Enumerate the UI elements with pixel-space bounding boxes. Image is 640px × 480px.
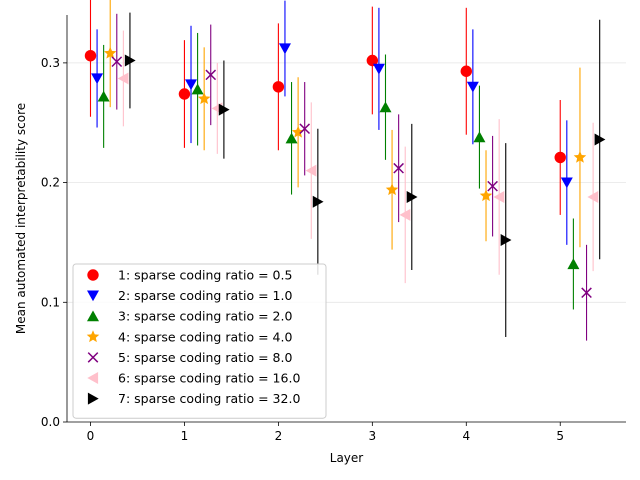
- legend-marker-6: [87, 372, 99, 384]
- point-s6-layer3: [399, 208, 411, 221]
- point-s3-layer1: [191, 83, 204, 95]
- point-s4-layer5: [573, 150, 587, 163]
- point-s6-layer0: [117, 72, 129, 85]
- point-s4-layer1: [197, 92, 211, 105]
- series-3: [97, 32, 580, 310]
- point-s5-layer4: [487, 180, 498, 192]
- legend-box: [72, 263, 327, 419]
- point-s3-layer2: [285, 132, 298, 144]
- series-1: [84, 0, 566, 215]
- series-4: [103, 0, 587, 250]
- legend: 1: sparse coding ratio = 0.5 2: sparse co…: [72, 263, 327, 419]
- series-6: [117, 30, 599, 284]
- point-s2-layer3: [372, 63, 385, 75]
- legend-label-6: 6: sparse coding ratio = 16.0: [118, 371, 300, 386]
- legend-marker-7: [87, 392, 99, 405]
- point-s4-layer3: [385, 183, 399, 196]
- y-tick-label-2: 0.2: [41, 176, 60, 190]
- x-tick-label-5: 5: [556, 429, 564, 443]
- legend-marker-4: [86, 330, 100, 343]
- x-tick-label-0: 0: [87, 429, 95, 443]
- y-axis-label: Mean automated interpretability score: [14, 103, 28, 334]
- point-s1-layer4: [460, 65, 472, 77]
- y-tick-label-0: 0.0: [41, 415, 60, 429]
- point-s3-layer4: [473, 131, 486, 143]
- legend-label-3: 3: sparse coding ratio = 2.0: [118, 309, 292, 324]
- point-s1-layer3: [366, 54, 379, 67]
- x-tick-label-3: 3: [369, 429, 377, 443]
- point-s5-layer5: [581, 287, 592, 299]
- x-tick-label-2: 2: [275, 429, 283, 443]
- point-s5-layer3: [393, 162, 404, 174]
- point-s1-layer0: [84, 50, 97, 62]
- point-s2-layer4: [466, 81, 479, 93]
- point-s4-layer4: [479, 189, 493, 202]
- legend-marker-1: [87, 269, 99, 281]
- point-s5-layer2: [299, 123, 311, 135]
- point-s3-layer3: [379, 101, 392, 113]
- legend-marker-2: [87, 290, 99, 302]
- point-s1-layer1: [178, 88, 191, 100]
- point-s7-layer5: [594, 133, 606, 146]
- point-s2-layer1: [185, 79, 198, 91]
- point-s2-layer0: [91, 73, 104, 85]
- point-s3-layer0: [97, 90, 110, 102]
- point-s7-layer0: [124, 54, 136, 67]
- point-s7-layer4: [500, 234, 512, 247]
- point-s6-layer5: [587, 190, 599, 203]
- point-s6-layer4: [493, 190, 505, 203]
- series-5: [111, 13, 592, 341]
- legend-label-4: 4: sparse coding ratio = 4.0: [118, 329, 292, 344]
- legend-marker-3: [87, 310, 99, 322]
- series-2: [91, 0, 573, 245]
- point-s5-layer1: [205, 69, 217, 81]
- x-tick-label-1: 1: [181, 429, 189, 443]
- axes: 0 1 2 3 4 5 0.0 0.1 0.2 0.3: [41, 15, 626, 443]
- legend-marker-5: [87, 352, 99, 363]
- point-s7-layer3: [406, 190, 418, 203]
- series-layer: [84, 0, 606, 341]
- y-tick-label-3: 0.3: [41, 56, 60, 70]
- x-axis-label: Layer: [330, 451, 364, 465]
- point-s5-layer0: [111, 56, 123, 68]
- point-s2-layer5: [560, 177, 573, 189]
- x-tick-label-4: 4: [462, 429, 470, 443]
- legend-label-1: 1: sparse coding ratio = 0.5: [118, 268, 292, 283]
- series-7: [124, 12, 606, 338]
- point-s6-layer2: [305, 164, 317, 177]
- point-s7-layer2: [312, 195, 324, 208]
- legend-label-2: 2: sparse coding ratio = 1.0: [118, 288, 292, 303]
- point-s1-layer2: [272, 81, 285, 93]
- point-s2-layer2: [278, 43, 291, 55]
- legend-label-7: 7: sparse coding ratio = 32.0: [118, 391, 300, 406]
- point-s3-layer5: [567, 258, 580, 270]
- point-s4-layer2: [291, 125, 305, 138]
- point-s4-layer0: [103, 46, 117, 59]
- legend-label-5: 5: sparse coding ratio = 8.0: [118, 350, 292, 365]
- y-tick-label-1: 0.1: [41, 295, 60, 309]
- point-s1-layer5: [554, 151, 566, 164]
- point-s7-layer1: [218, 103, 230, 116]
